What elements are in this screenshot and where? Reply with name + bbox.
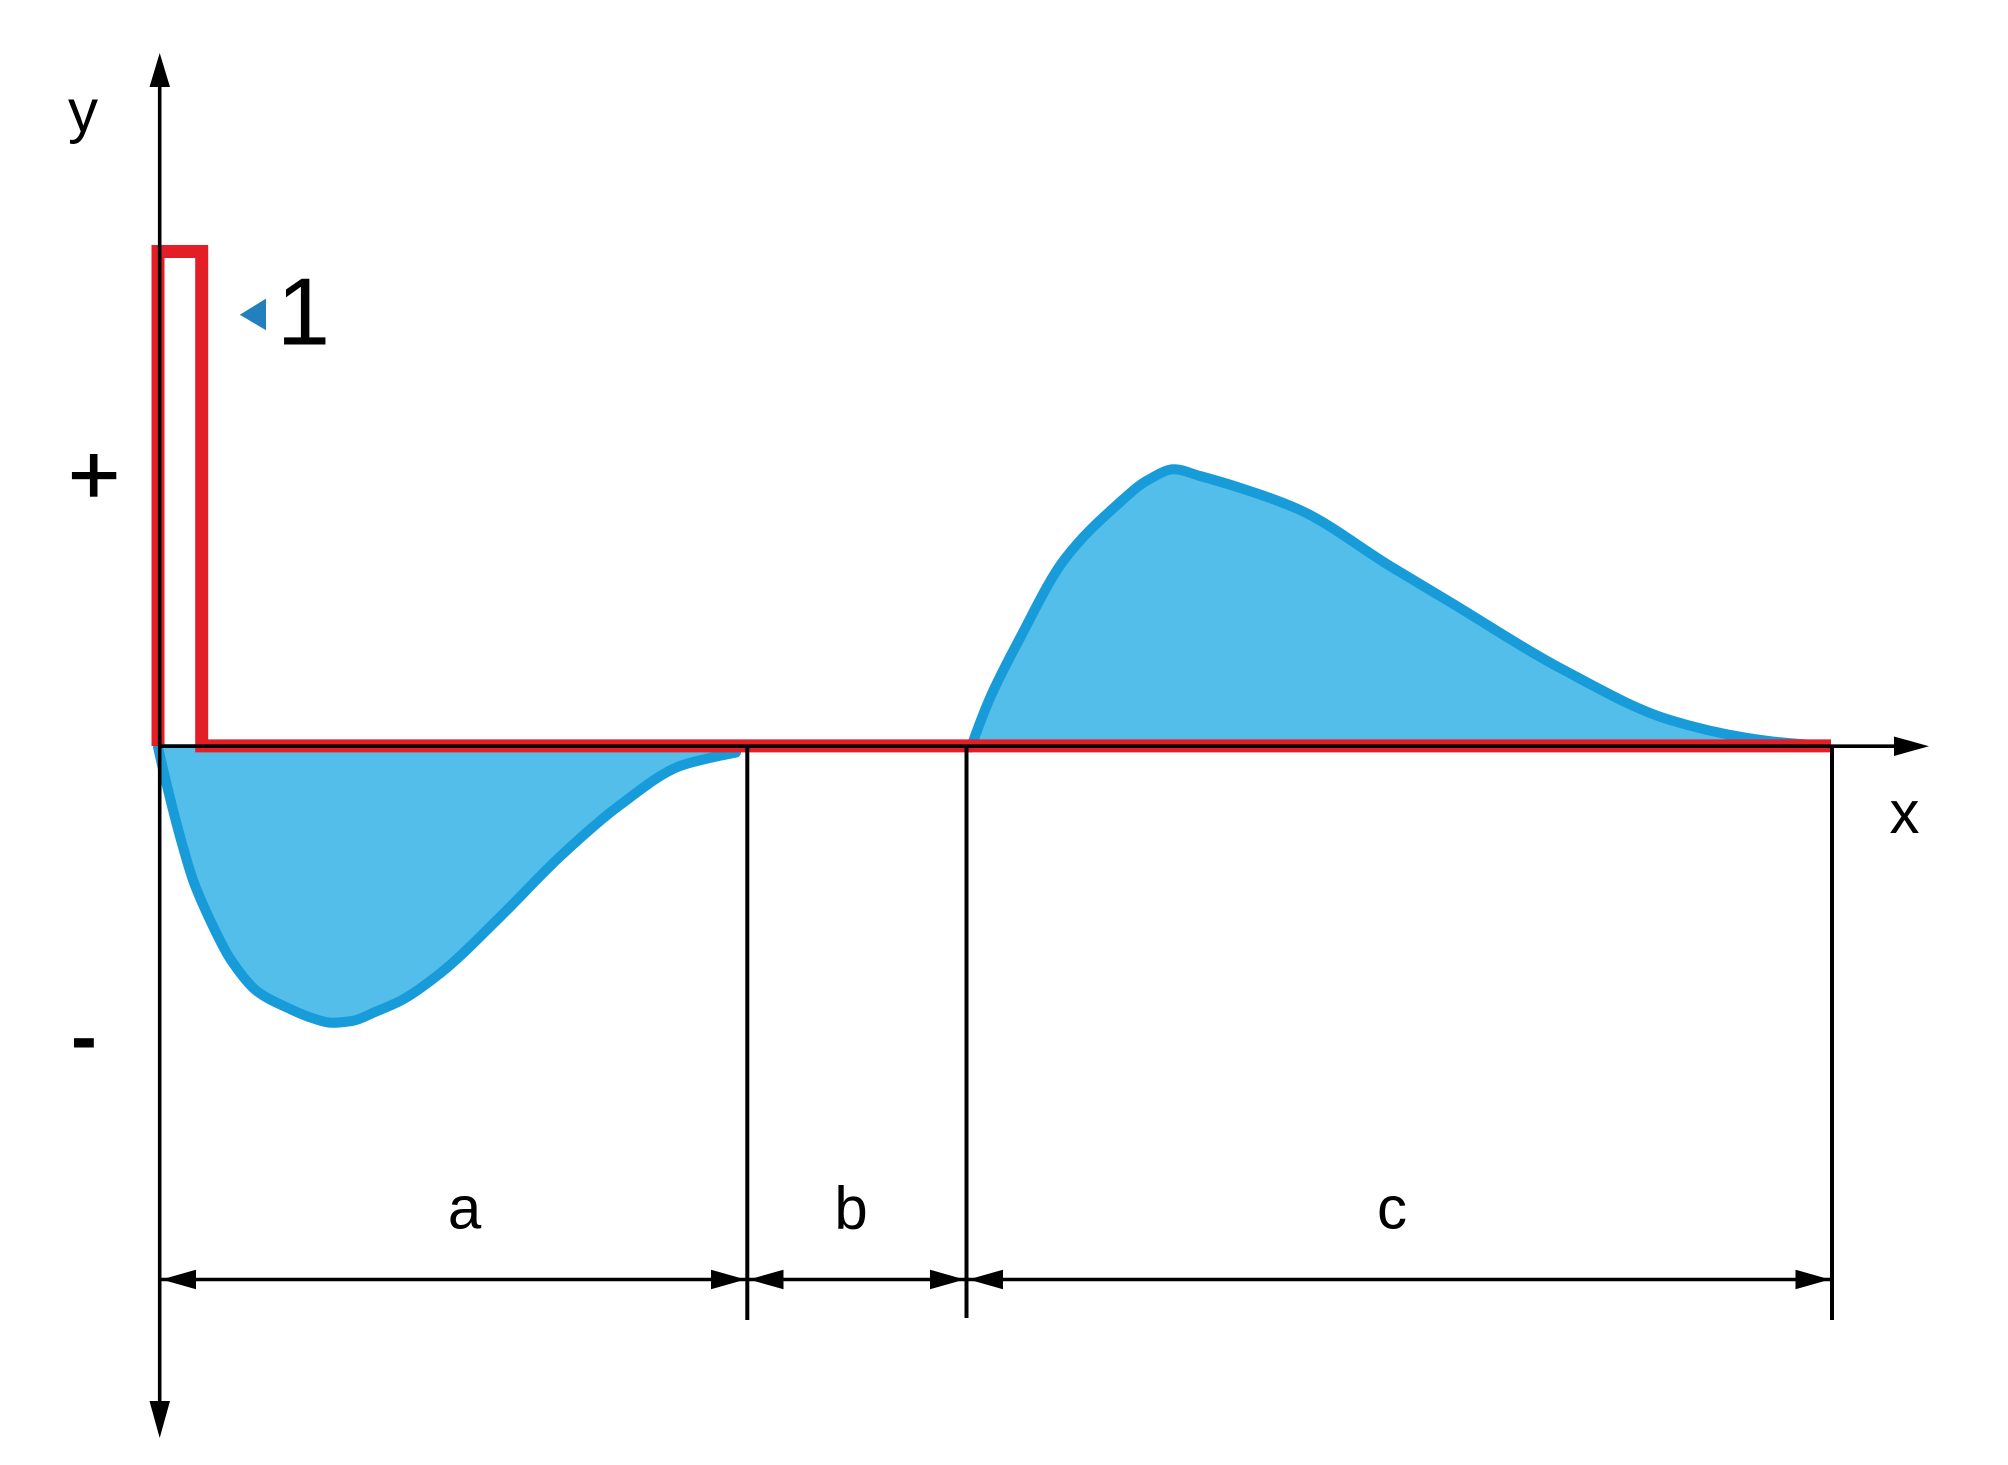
svg-text:a: a [448, 1175, 482, 1242]
svg-text:c: c [1377, 1175, 1407, 1242]
svg-text:x: x [1890, 779, 1920, 846]
svg-text:1: 1 [277, 259, 330, 366]
svg-text:y: y [68, 78, 98, 145]
svg-text:b: b [834, 1175, 867, 1242]
